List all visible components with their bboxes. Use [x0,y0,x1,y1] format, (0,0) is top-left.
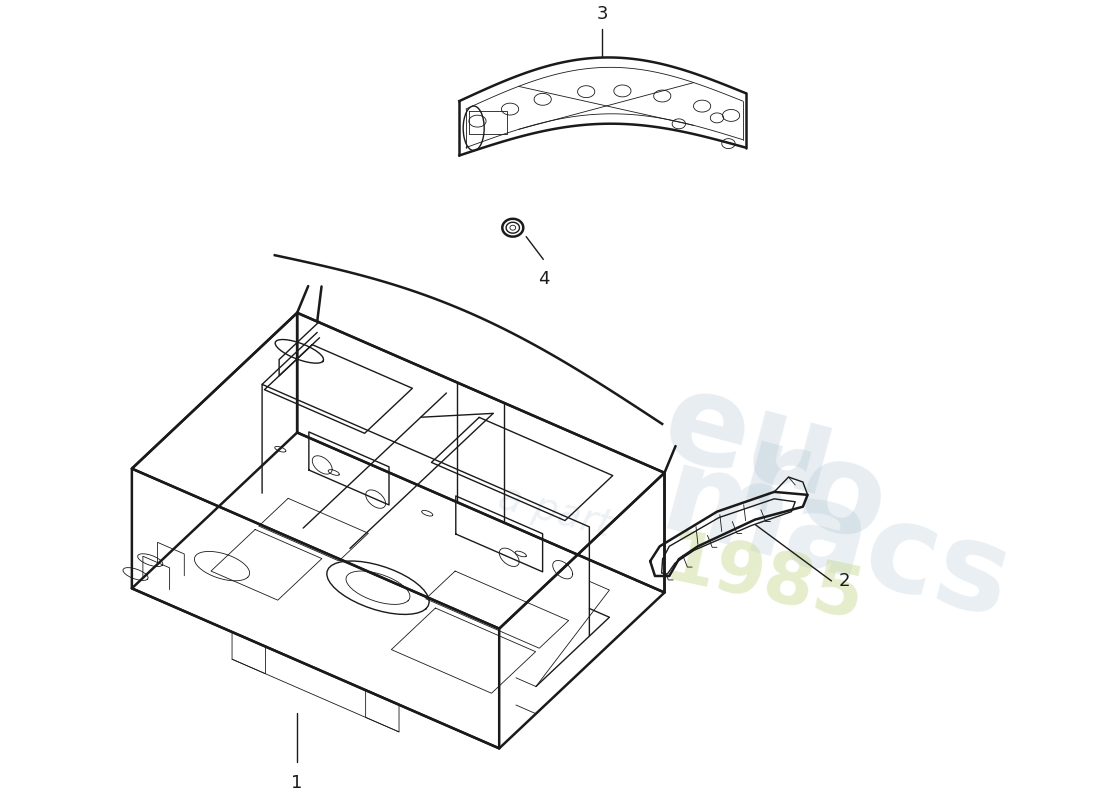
Text: eu: eu [650,362,849,523]
Text: 1: 1 [292,774,302,792]
Text: 2: 2 [839,572,850,590]
Text: a part: a part [494,478,616,545]
Text: ro: ro [726,414,900,570]
Text: 4: 4 [538,270,549,288]
Text: 1985: 1985 [659,526,870,635]
Text: macs: macs [650,439,1023,644]
Text: 3: 3 [596,5,608,23]
